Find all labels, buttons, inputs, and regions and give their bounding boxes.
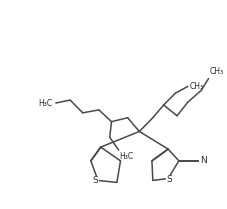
Text: N: N <box>199 156 206 165</box>
Text: S: S <box>165 175 171 184</box>
Text: S: S <box>92 176 98 185</box>
Text: CH₃: CH₃ <box>189 82 203 91</box>
Text: H₃C: H₃C <box>119 152 133 161</box>
Text: CH₃: CH₃ <box>209 68 223 76</box>
Text: H₃C: H₃C <box>38 98 52 107</box>
